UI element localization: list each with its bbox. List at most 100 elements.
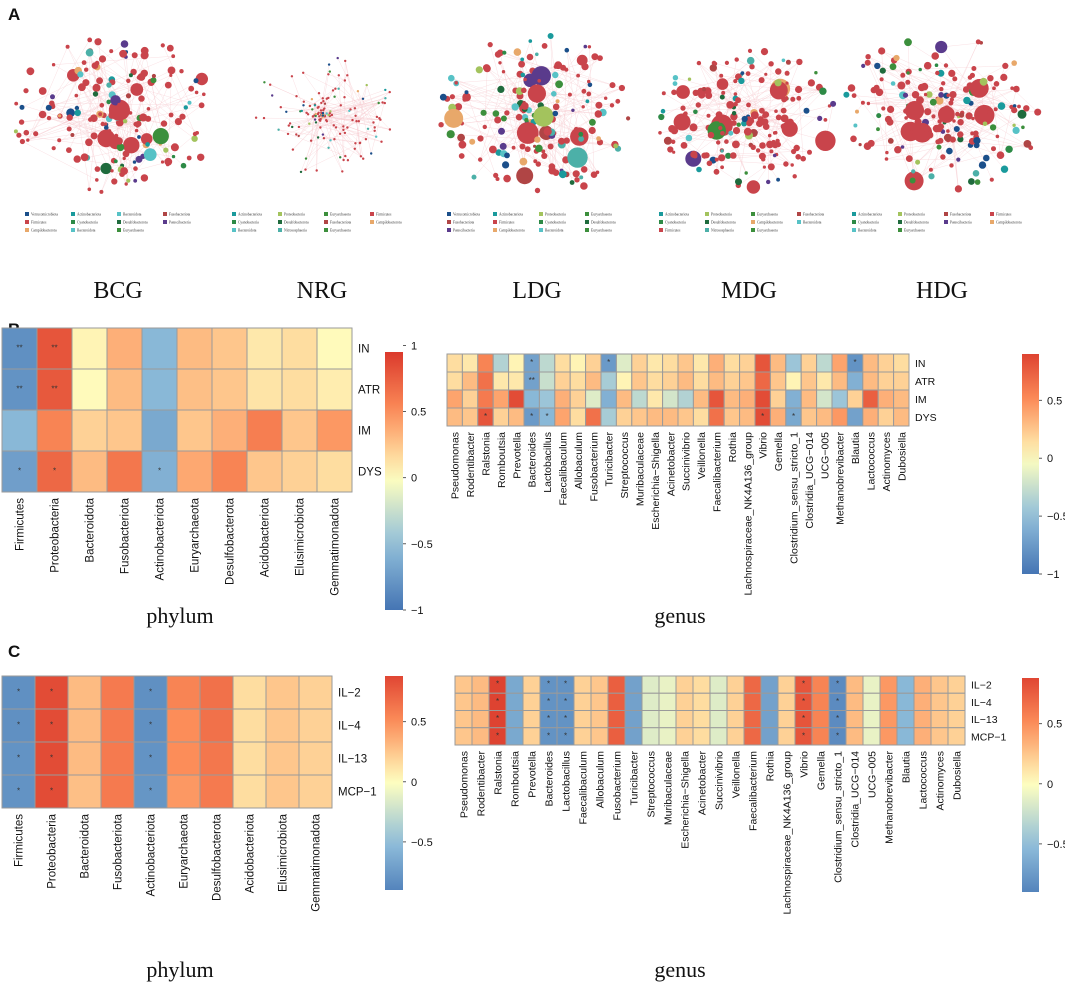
network-node [23, 88, 29, 94]
network-edge [755, 132, 774, 142]
network-node [762, 123, 770, 130]
network-node [338, 132, 342, 135]
network-node [46, 115, 52, 121]
column-label: Prevotella [511, 432, 523, 479]
network-node [317, 92, 321, 95]
network-node [732, 127, 741, 135]
network-node [780, 114, 789, 123]
network-node [733, 92, 738, 96]
network-node [501, 70, 506, 74]
network-node [497, 85, 505, 93]
network-edge [338, 75, 391, 130]
network-node [709, 64, 717, 72]
network-node [774, 109, 778, 113]
heatmap-cell [726, 692, 745, 711]
heatmap-cell [316, 368, 353, 411]
network-node [897, 81, 906, 90]
network-edge [868, 100, 940, 104]
heatmap-cell [658, 710, 677, 729]
network-node [314, 114, 317, 118]
network-edge [873, 90, 887, 160]
heatmap-cell [777, 710, 796, 729]
network-node [939, 86, 944, 92]
network-node [26, 138, 30, 142]
network-edge [466, 92, 496, 176]
network-node [733, 101, 738, 107]
network-legend-swatch [852, 212, 856, 216]
heatmap-cell [505, 727, 524, 746]
network-edge [541, 75, 598, 173]
heatmap-cell [677, 407, 694, 427]
heatmap-cell [615, 407, 633, 427]
significance-star: * [836, 731, 839, 740]
network-node [912, 123, 933, 143]
network-node [975, 88, 980, 94]
row-label: DYS [915, 412, 937, 424]
network-node [1011, 60, 1017, 66]
heatmap-cell [723, 353, 741, 373]
network-node [524, 146, 531, 153]
heatmap-cell [877, 371, 895, 391]
heatmap-cell [646, 353, 664, 373]
network-node [92, 91, 99, 97]
heatmap-cell [492, 371, 510, 391]
network-node [114, 133, 119, 138]
heatmap-cell [36, 368, 73, 411]
network-node [731, 111, 737, 116]
network-node [1021, 125, 1025, 130]
network-edge [762, 87, 820, 146]
network-edge [322, 134, 361, 157]
network-node [295, 133, 298, 136]
column-label: Romboutsia [496, 432, 508, 488]
network-legend-label: Fusobacteriota [169, 213, 191, 217]
network-node [893, 54, 900, 62]
heatmap-cell [211, 368, 248, 411]
significance-star: ** [51, 344, 57, 353]
network-node [931, 52, 939, 60]
column-label: UCG−005 [819, 432, 831, 479]
heatmap-c-genus: * * * * * * * * * * * * * * * * * * * * IL−2 IL−4 IL−13 MCP−1 Ps… [454, 675, 1065, 982]
column-label: Romboutsia [510, 751, 522, 807]
network-edge [305, 118, 321, 159]
network-node [609, 103, 615, 108]
network-node [454, 81, 459, 85]
network-node [180, 162, 187, 169]
column-label: Clostridium_sensu_stricto_1 [833, 751, 845, 883]
network-node [279, 106, 282, 109]
network-edge [867, 141, 973, 147]
network-edge [89, 39, 198, 134]
heatmap-cell [477, 389, 494, 409]
network-node [104, 125, 109, 130]
network-node [333, 95, 336, 98]
heatmap-cell [71, 450, 108, 493]
network-node [956, 157, 961, 162]
network-node [194, 90, 199, 95]
network-nrg: Actinobacteriota Proteobacteria Euryarchae… [232, 56, 402, 304]
row-label: MCP−1 [971, 731, 1006, 743]
network-node [166, 44, 174, 52]
network-edge [698, 62, 784, 127]
heatmap-cell [461, 371, 479, 391]
network-node [785, 59, 791, 65]
network-legend-label: Actinobacteriota [238, 213, 262, 217]
heatmap-cell [641, 710, 660, 729]
network-node [911, 169, 916, 174]
network-node [377, 101, 380, 105]
network-edge [291, 76, 310, 124]
network-node [576, 73, 580, 78]
network-node [384, 88, 387, 92]
network-node [843, 91, 850, 98]
network-node [13, 129, 18, 134]
network-legend-label: Proteobacteria [711, 213, 732, 217]
network-legend-swatch [447, 220, 451, 224]
significance-star: * [854, 358, 857, 367]
network-node [384, 97, 387, 100]
network-node [346, 159, 350, 162]
network-edge [170, 75, 196, 134]
network-node [775, 114, 782, 121]
heatmap-cell [743, 710, 762, 729]
network-node [518, 60, 525, 68]
network-node [819, 87, 827, 95]
column-label: Firmicutes [15, 498, 27, 551]
heatmap-cell [471, 710, 490, 729]
